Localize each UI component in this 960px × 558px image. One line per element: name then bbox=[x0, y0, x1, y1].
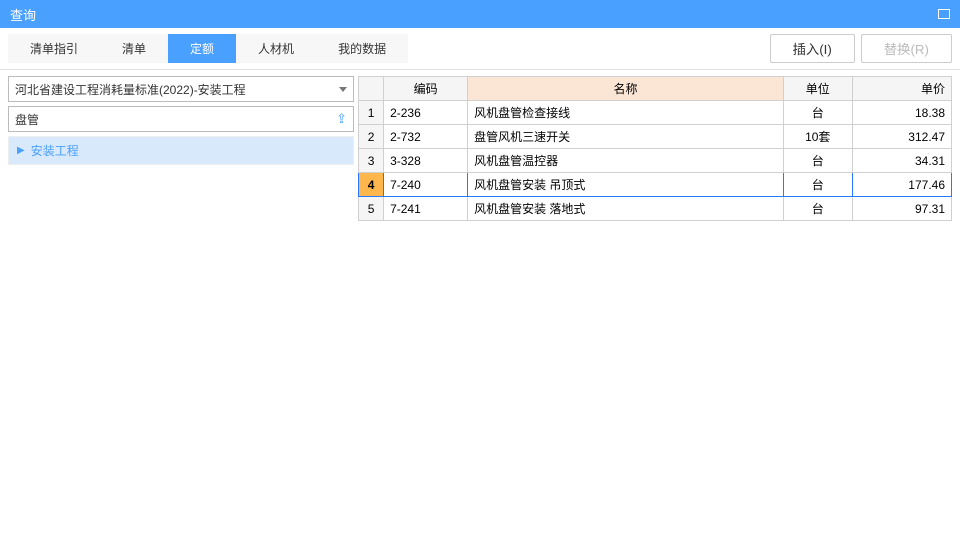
category-tree: ▶ 安装工程 bbox=[8, 136, 354, 165]
cell-name[interactable]: 风机盘管温控器 bbox=[468, 149, 784, 173]
col-unit[interactable]: 单位 bbox=[783, 77, 852, 101]
cell-price[interactable]: 97.31 bbox=[852, 197, 951, 221]
cell-code[interactable]: 3-328 bbox=[384, 149, 468, 173]
tabs: 清单指引 清单 定额 人材机 我的数据 bbox=[8, 34, 408, 63]
combo-value: 河北省建设工程消耗量标准(2022)-安装工程 bbox=[15, 81, 246, 98]
cell-code[interactable]: 7-240 bbox=[384, 173, 468, 197]
tab-qingdanzhiyin[interactable]: 清单指引 bbox=[8, 34, 100, 63]
table-row[interactable]: 33-328风机盘管温控器台34.31 bbox=[359, 149, 952, 173]
cell-name[interactable]: 风机盘管检查接线 bbox=[468, 101, 784, 125]
row-number: 3 bbox=[359, 149, 384, 173]
cell-price[interactable]: 177.46 bbox=[852, 173, 951, 197]
table-row[interactable]: 47-240风机盘管安装 吊顶式台177.46 bbox=[359, 173, 952, 197]
cell-unit[interactable]: 台 bbox=[783, 173, 852, 197]
cell-unit[interactable]: 台 bbox=[783, 149, 852, 173]
col-name[interactable]: 名称 bbox=[468, 77, 784, 101]
cell-price[interactable]: 34.31 bbox=[852, 149, 951, 173]
standard-combo[interactable]: 河北省建设工程消耗量标准(2022)-安装工程 bbox=[8, 76, 354, 102]
cell-code[interactable]: 7-241 bbox=[384, 197, 468, 221]
search-value: 盘管 bbox=[15, 111, 39, 128]
cell-name[interactable]: 风机盘管安装 吊顶式 bbox=[468, 173, 784, 197]
right-panel: 编码 名称 单位 单价 12-236风机盘管检查接线台18.3822-732盘管… bbox=[358, 70, 960, 558]
cell-price[interactable]: 18.38 bbox=[852, 101, 951, 125]
cell-code[interactable]: 2-236 bbox=[384, 101, 468, 125]
tab-wodeshuju[interactable]: 我的数据 bbox=[316, 34, 408, 63]
replace-button: 替换(R) bbox=[861, 34, 952, 63]
toolbar: 清单指引 清单 定额 人材机 我的数据 插入(I) 替换(R) bbox=[0, 28, 960, 70]
row-number: 2 bbox=[359, 125, 384, 149]
col-code[interactable]: 编码 bbox=[384, 77, 468, 101]
insert-button[interactable]: 插入(I) bbox=[770, 34, 855, 63]
row-number: 4 bbox=[359, 173, 384, 197]
table-row[interactable]: 12-236风机盘管检查接线台18.38 bbox=[359, 101, 952, 125]
cell-unit[interactable]: 台 bbox=[783, 197, 852, 221]
table-row[interactable]: 22-732盘管风机三速开关10套312.47 bbox=[359, 125, 952, 149]
tab-dinge[interactable]: 定额 bbox=[168, 34, 236, 63]
results-table: 编码 名称 单位 单价 12-236风机盘管检查接线台18.3822-732盘管… bbox=[358, 76, 952, 221]
maximize-icon[interactable] bbox=[938, 9, 950, 19]
cell-unit[interactable]: 台 bbox=[783, 101, 852, 125]
row-number: 1 bbox=[359, 101, 384, 125]
chevron-right-icon: ▶ bbox=[17, 145, 25, 156]
tab-rencaiji[interactable]: 人材机 bbox=[236, 34, 316, 63]
table-row[interactable]: 57-241风机盘管安装 落地式台97.31 bbox=[359, 197, 952, 221]
tree-item-anzhuang[interactable]: ▶ 安装工程 bbox=[9, 137, 353, 164]
row-number: 5 bbox=[359, 197, 384, 221]
cell-price[interactable]: 312.47 bbox=[852, 125, 951, 149]
left-panel: 河北省建设工程消耗量标准(2022)-安装工程 盘管 ⇪ ▶ 安装工程 bbox=[0, 70, 358, 558]
search-input[interactable]: 盘管 ⇪ bbox=[8, 106, 354, 132]
col-rownum bbox=[359, 77, 384, 101]
window-title: 查询 bbox=[10, 5, 938, 24]
cell-code[interactable]: 2-732 bbox=[384, 125, 468, 149]
chevron-down-icon bbox=[339, 87, 347, 92]
cell-name[interactable]: 盘管风机三速开关 bbox=[468, 125, 784, 149]
cell-unit[interactable]: 10套 bbox=[783, 125, 852, 149]
content: 河北省建设工程消耗量标准(2022)-安装工程 盘管 ⇪ ▶ 安装工程 编码 名… bbox=[0, 70, 960, 558]
col-price[interactable]: 单价 bbox=[852, 77, 951, 101]
cell-name[interactable]: 风机盘管安装 落地式 bbox=[468, 197, 784, 221]
tree-item-label: 安装工程 bbox=[31, 142, 79, 159]
tab-qingdan[interactable]: 清单 bbox=[100, 34, 168, 63]
pin-icon[interactable]: ⇪ bbox=[336, 111, 347, 127]
titlebar: 查询 bbox=[0, 0, 960, 28]
